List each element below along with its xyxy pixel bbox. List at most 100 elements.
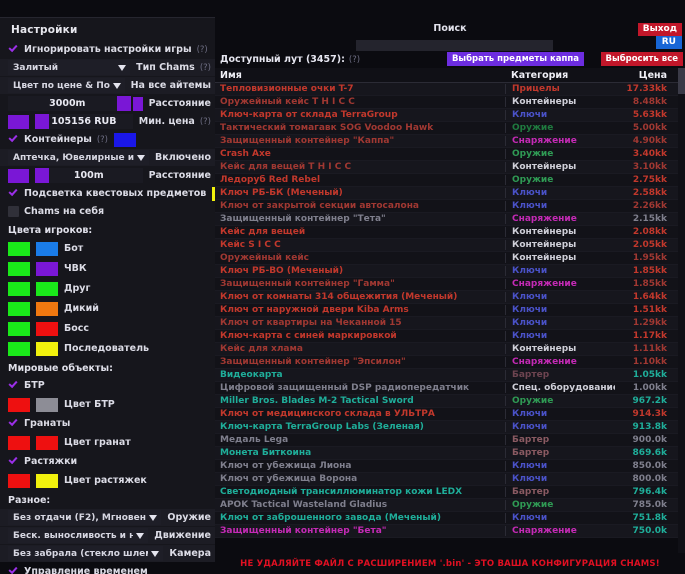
table-row[interactable]: Защищенный контейнер "Бета" Снаряжение 750…: [215, 525, 685, 538]
table-row[interactable]: Ключ от убежища Ворона Ключи 800.0k: [215, 473, 685, 486]
table-row[interactable]: Кейс S I C C Контейнеры 2.05kk: [215, 239, 685, 252]
table-row[interactable]: Ключ РБ-БК (Меченый) Ключи 2.58kk: [215, 187, 685, 200]
world-color-a-5[interactable]: [8, 473, 30, 488]
world-color-b-1[interactable]: [36, 397, 58, 412]
table-row[interactable]: Монета Биткоина Бартер 869.6k: [215, 447, 685, 460]
table-row[interactable]: Тепловизионные очки T-7 Прицелы 17.33kk: [215, 83, 685, 96]
table-row[interactable]: Кейс для вещей Контейнеры 2.08kk: [215, 226, 685, 239]
table-row[interactable]: Защищенный контейнер "Гамма" Снаряжение 1.…: [215, 278, 685, 291]
player-color-a-1[interactable]: [8, 261, 30, 276]
world-checkbox-0[interactable]: [8, 380, 19, 391]
player-color-b-0[interactable]: [36, 241, 58, 256]
player-color-a-4[interactable]: [8, 321, 30, 336]
slider-knob-3[interactable]: [117, 96, 132, 111]
table-row[interactable]: Ключ от квартиры на Чеканной 15 Ключи 1.29…: [215, 317, 685, 330]
table-row[interactable]: Ключ-карта от склада TerraGroup Ключи 5.63…: [215, 109, 685, 122]
checkbox-5[interactable]: [8, 134, 19, 145]
misc-dropdown-1[interactable]: Беск. выносливость и нет уста: [8, 528, 149, 543]
cell-name: Ключ-карта от склада TerraGroup: [220, 110, 398, 120]
table-row[interactable]: Цифровой защищенный DSP радиопередатчик С…: [215, 382, 685, 395]
world-checkbox-4[interactable]: [8, 456, 19, 467]
table-row[interactable]: Видеокарта Бартер 1.05kk: [215, 369, 685, 382]
table-row[interactable]: Кейс для вещей T H I C C Контейнеры 3.10kk: [215, 161, 685, 174]
table-row[interactable]: Ключ от комнаты 314 общежития (Меченый) К…: [215, 291, 685, 304]
column-header-price[interactable]: Цена: [638, 69, 667, 81]
checkbox-0[interactable]: [8, 44, 19, 55]
player-color-b-4[interactable]: [36, 321, 58, 336]
table-row[interactable]: Miller Bros. Blades M-2 Tactical Sword Ор…: [215, 395, 685, 408]
slider-3[interactable]: 3000m: [8, 96, 132, 111]
search-label: Поиск: [433, 23, 467, 34]
slider-swatch-3[interactable]: [132, 96, 143, 111]
select-kappa-items-button[interactable]: Выбрать предметы каппа: [446, 52, 584, 66]
cell-price: 4.90kk: [632, 136, 667, 146]
slider-swatch-4[interactable]: [8, 114, 29, 129]
player-color-b-1[interactable]: [36, 261, 58, 276]
misc-row-2: Без забрала (стекло шлема) Камера: [0, 545, 215, 562]
exit-button[interactable]: Выход: [637, 23, 682, 36]
table-row[interactable]: Crash Axe Оружие 3.40kk: [215, 148, 685, 161]
table-row[interactable]: APOK Tactical Wasteland Gladius Оружие 785…: [215, 499, 685, 512]
player-color-b-5[interactable]: [36, 341, 58, 356]
dropdown-2[interactable]: Цвет по цене & Пользователы: [8, 78, 125, 93]
cell-price: 1.51kk: [632, 305, 667, 315]
slider-7[interactable]: 100m: [35, 168, 143, 183]
table-row[interactable]: Ключ от заброшенного завода (Меченый) Клю…: [215, 512, 685, 525]
drop-all-button[interactable]: Выбросить все: [600, 52, 683, 66]
column-header-name[interactable]: Имя: [220, 69, 242, 81]
player-color-b-3[interactable]: [36, 301, 58, 316]
checkbox-8[interactable]: [8, 188, 19, 199]
help-icon-5[interactable]: (?): [96, 134, 109, 145]
misc-dropdown-0[interactable]: Без отдачи (F2), Мгновенное п: [8, 510, 162, 525]
table-row[interactable]: Защищенный контейнер "Каппа" Снаряжение 4.…: [215, 135, 685, 148]
table-row[interactable]: Кейс для хлама Контейнеры 1.11kk: [215, 343, 685, 356]
dropdown-1[interactable]: Залитый: [8, 60, 131, 75]
table-row[interactable]: Ключ от наружной двери Kiba Arms Ключи 1.5…: [215, 304, 685, 317]
table-row[interactable]: Светодиодный трансиллюминатор кожи LEDX Б…: [215, 486, 685, 499]
table-scrollbar-thumb[interactable]: [678, 68, 685, 94]
table-row[interactable]: Ключ от закрытой секции автосалона Ключи 2…: [215, 200, 685, 213]
player-color-a-2[interactable]: [8, 281, 30, 296]
misc-dropdown-2[interactable]: Без забрала (стекло шлема): [8, 546, 164, 561]
world-checkbox-2[interactable]: [8, 418, 19, 429]
dropdown-6[interactable]: Аптечка, Ювелирные и...: [8, 150, 150, 165]
player-color-a-5[interactable]: [8, 341, 30, 356]
table-row[interactable]: Оружейный кейс Контейнеры 1.95kk: [215, 252, 685, 265]
column-header-category[interactable]: Категория: [511, 69, 569, 81]
player-color-a-3[interactable]: [8, 301, 30, 316]
table-row[interactable]: Медаль Lega Бартер 900.0k: [215, 434, 685, 447]
loot-help-icon[interactable]: (?): [348, 55, 361, 65]
player-color-a-0[interactable]: [8, 241, 30, 256]
slider-swatch-7[interactable]: [8, 168, 29, 183]
table-row[interactable]: Ключ от медицинского склада в УЛЬТРА Ключ…: [215, 408, 685, 421]
world-color-a-3[interactable]: [8, 435, 30, 450]
time-control-checkbox[interactable]: [8, 566, 19, 574]
language-button[interactable]: RU: [655, 36, 682, 49]
help-icon-4[interactable]: (?): [199, 116, 211, 127]
player-color-b-2[interactable]: [36, 281, 58, 296]
color-swatch-5[interactable]: [114, 132, 137, 147]
world-color-b-3[interactable]: [36, 435, 58, 450]
table-scrollbar[interactable]: [678, 68, 685, 553]
checkbox-9[interactable]: [8, 206, 19, 217]
slider-knob-7[interactable]: [35, 168, 49, 183]
table-row[interactable]: Ключ от убежища Лиона Ключи 850.0k: [215, 460, 685, 473]
world-color-a-1[interactable]: [8, 397, 30, 412]
table-row[interactable]: Оружейный кейс T H I C C Контейнеры 8.48kk: [215, 96, 685, 109]
table-row[interactable]: Ключ-карта TerraGroup Labs (Зеленая) Ключ…: [215, 421, 685, 434]
help-icon-0[interactable]: (?): [196, 44, 208, 55]
world-color-b-5[interactable]: [36, 473, 58, 488]
search-input[interactable]: [356, 40, 553, 51]
table-row[interactable]: Тактический томагавк SOG Voodoo Hawk Оруж…: [215, 122, 685, 135]
table-row[interactable]: Ключ-карта с синей маркировкой Ключи 1.17k…: [215, 330, 685, 343]
table-row[interactable]: Ключ РБ-ВО (Меченый) Ключи 1.85kk: [215, 265, 685, 278]
slider-4[interactable]: 105156 RUB: [35, 114, 133, 129]
cell-name: Ключ от медицинского склада в УЛЬТРА: [220, 409, 435, 419]
table-row[interactable]: Защищенный контейнер "Эпсилон" Снаряжение…: [215, 356, 685, 369]
slider-knob-4[interactable]: [35, 114, 49, 129]
world-label-0: БТР: [24, 380, 45, 391]
table-row[interactable]: Ледоруб Red Rebel Оружие 2.75kk: [215, 174, 685, 187]
cell-price: 3.10kk: [632, 162, 667, 172]
table-row[interactable]: Защищенный контейнер "Тета" Снаряжение 2.1…: [215, 213, 685, 226]
help-icon-1[interactable]: (?): [199, 62, 211, 73]
